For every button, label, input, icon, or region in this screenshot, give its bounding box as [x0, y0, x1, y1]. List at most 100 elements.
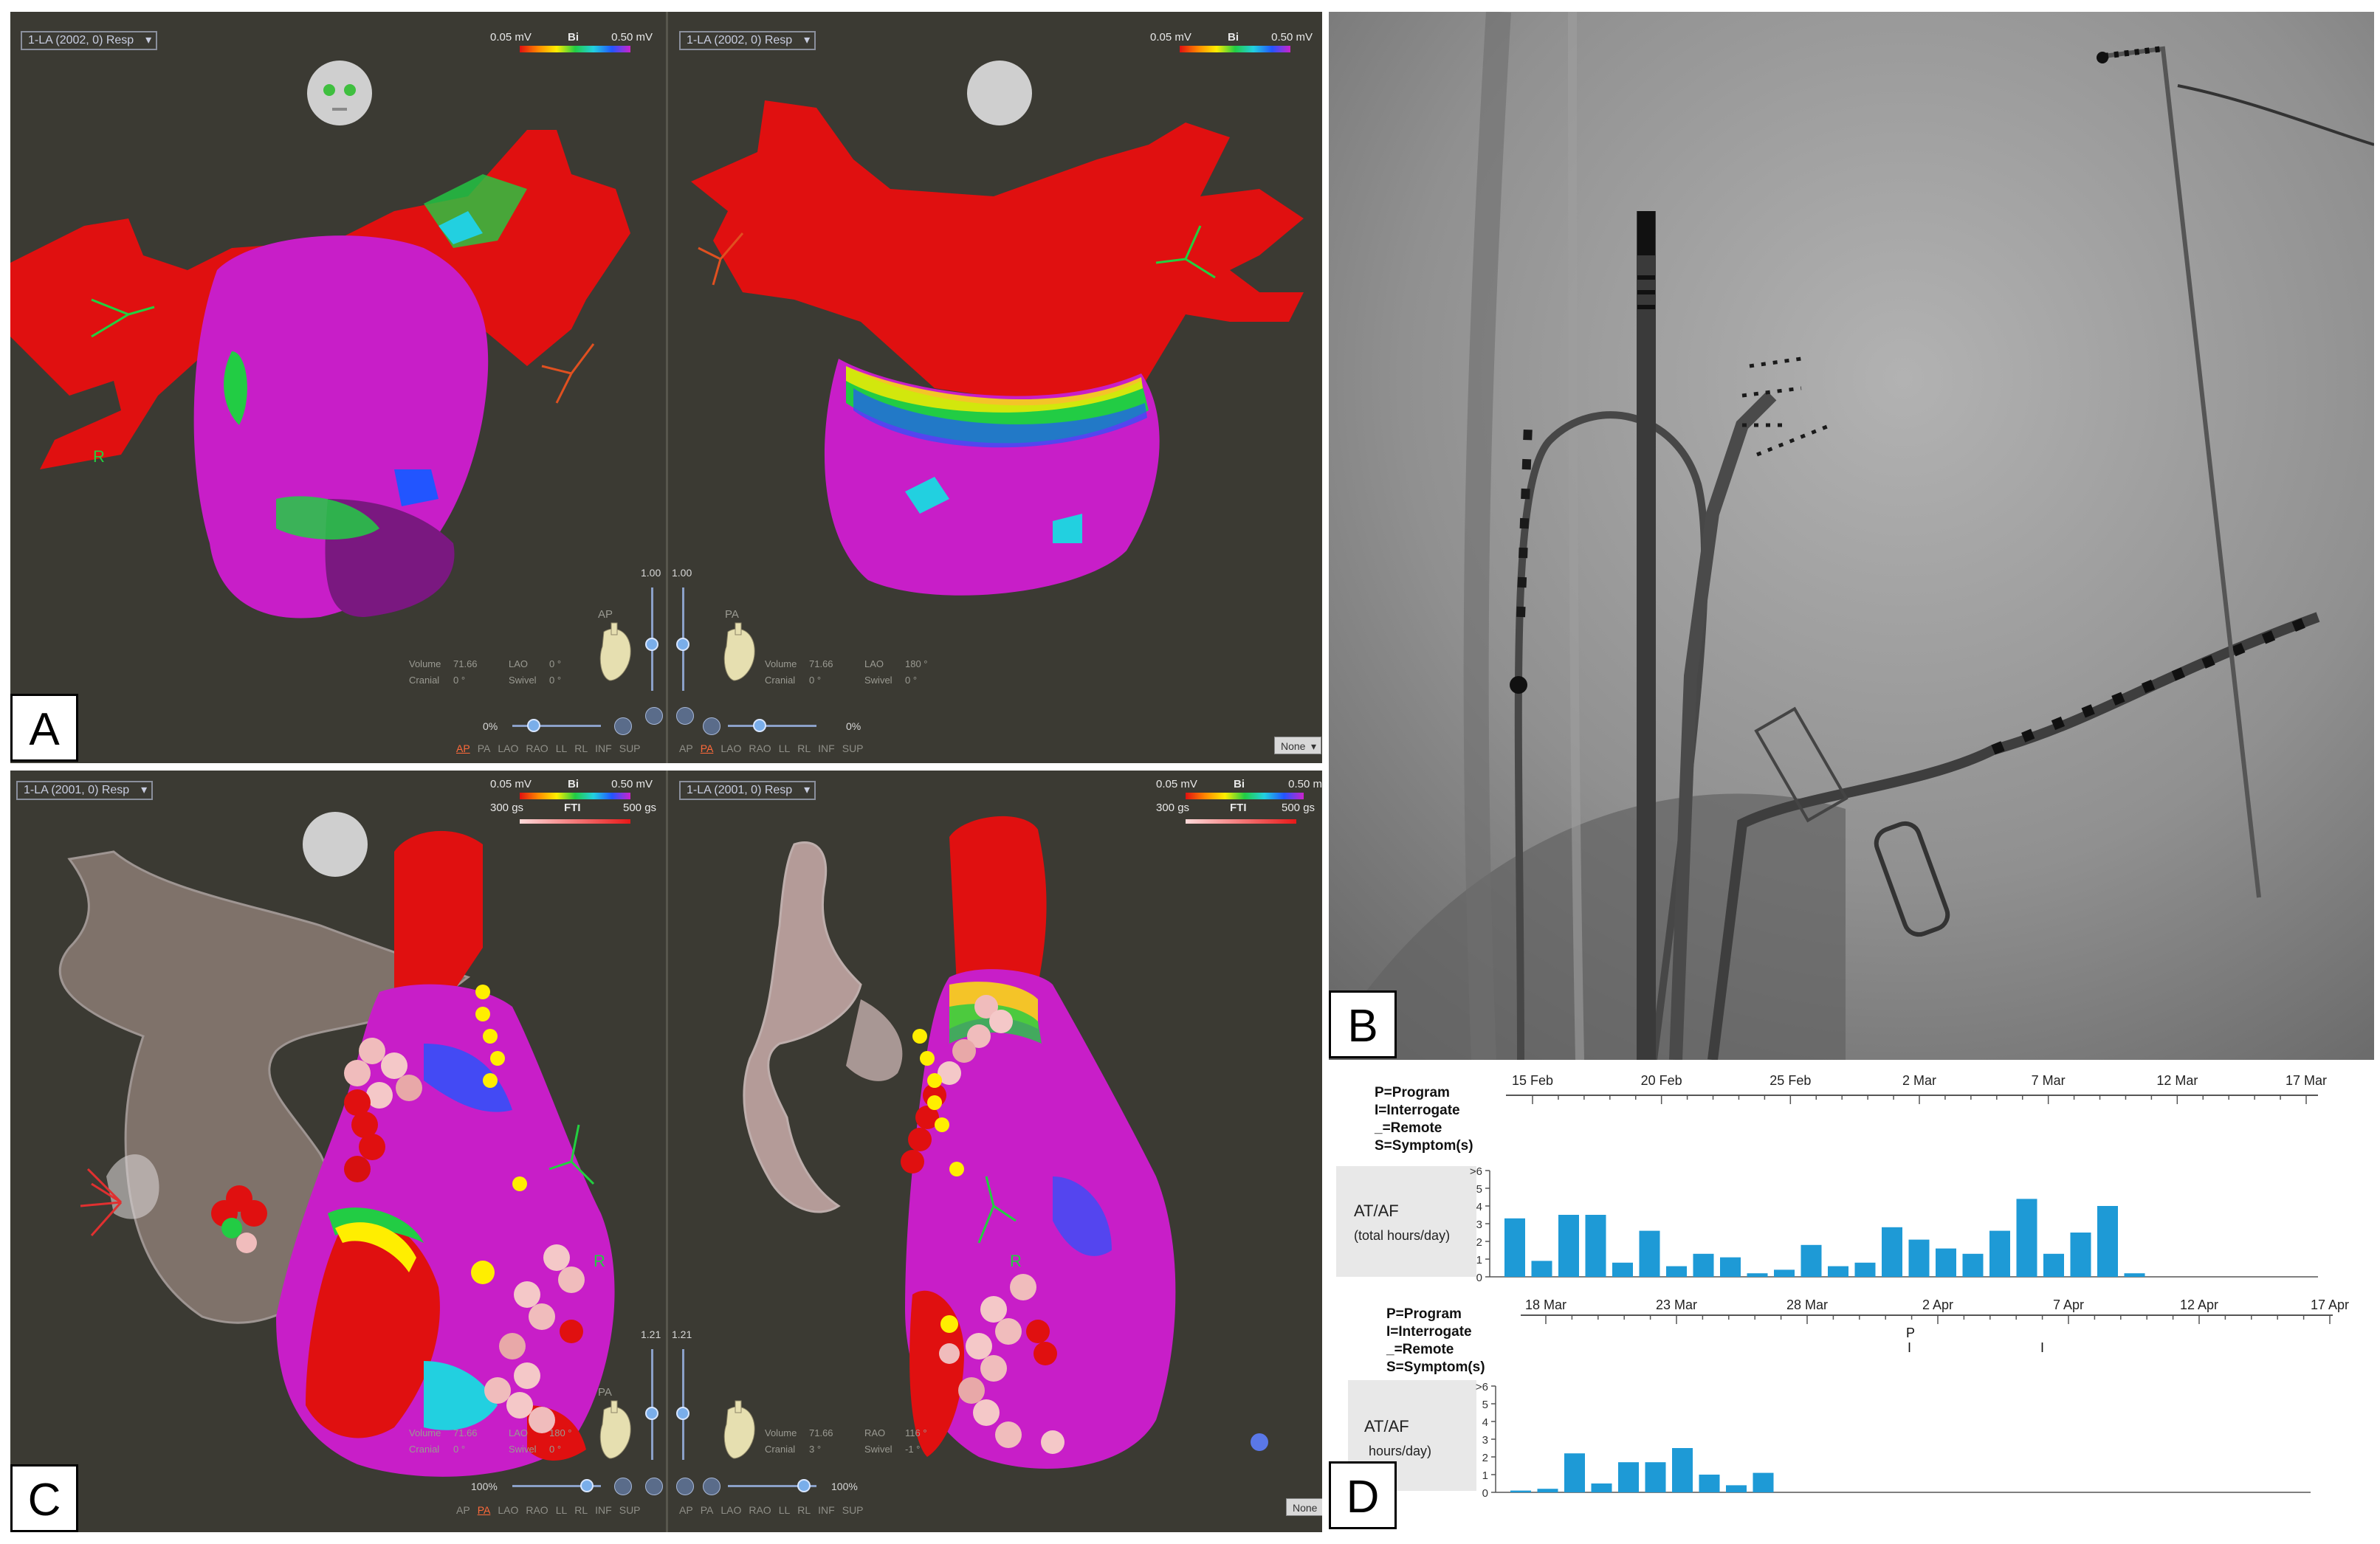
- view-btn-rao[interactable]: RAO: [526, 742, 548, 754]
- bar: [1645, 1462, 1666, 1492]
- view-btn-ll[interactable]: LL: [555, 1504, 568, 1516]
- top-date-axis: 15 Feb 20 Feb 25 Feb 2 Mar 7 Mar 12 Mar 17 Mar: [1512, 1073, 2327, 1104]
- none-dropdown[interactable]: None: [1286, 1498, 1322, 1516]
- rotate-button[interactable]: [645, 707, 663, 725]
- view-btn-lao[interactable]: LAO: [498, 742, 519, 754]
- view-btn-lao[interactable]: LAO: [720, 742, 742, 754]
- view-btn-ll[interactable]: LL: [778, 742, 791, 754]
- view-btn-rl[interactable]: RL: [574, 742, 588, 754]
- rotate-button[interactable]: [676, 1478, 694, 1495]
- fti-color-bar: [1186, 819, 1296, 824]
- transparency-slider-track[interactable]: [512, 1485, 601, 1487]
- volume-label: Volume: [765, 658, 797, 669]
- scale-max-label: 0.50 mV: [611, 31, 653, 44]
- view-btn-rao[interactable]: RAO: [749, 742, 771, 754]
- left-atrium-map-ap[interactable]: R: [10, 86, 664, 661]
- view-btn-lao[interactable]: LAO: [498, 1504, 519, 1516]
- view-buttons: AP PA LAO RAO LL RL INF SUP: [456, 1504, 648, 1516]
- side-marker-r: R: [1010, 1252, 1022, 1270]
- opacity-slider-knob[interactable]: [676, 1407, 689, 1420]
- panel-b: B: [1329, 12, 2374, 1060]
- marker-program: P: [1906, 1326, 1915, 1340]
- marker-interrogate-2: I: [2040, 1340, 2044, 1355]
- view-btn-inf[interactable]: INF: [818, 1504, 835, 1516]
- view-btn-ap[interactable]: AP: [679, 742, 693, 754]
- rotate-button[interactable]: [645, 1478, 663, 1495]
- transparency-slider-knob[interactable]: [580, 1479, 594, 1492]
- view-btn-sup[interactable]: SUP: [619, 1504, 641, 1516]
- transparency-slider-knob[interactable]: [753, 719, 766, 732]
- cranial-label: Cranial: [409, 675, 440, 686]
- view-btn-rl[interactable]: RL: [574, 1504, 588, 1516]
- view-divider: [666, 771, 668, 1532]
- transparency-slider-knob[interactable]: [797, 1479, 811, 1492]
- fti-color-bar: [520, 819, 630, 824]
- y-tick-label: 1: [1482, 1469, 1488, 1482]
- opacity-slider-track[interactable]: [682, 1349, 684, 1460]
- bar: [1747, 1273, 1768, 1277]
- fti-scale: 300 gs FTI 500 gs: [1156, 802, 1322, 831]
- opacity-slider-knob[interactable]: [645, 638, 658, 651]
- view-info-readout: Volume 71.66 LAO 180 ° Cranial 0 ° Swive…: [765, 657, 942, 689]
- scale-min-label: 0.05 mV: [1150, 31, 1191, 44]
- bar: [1774, 1269, 1795, 1277]
- legend-line-program: P=Program: [1386, 1306, 1462, 1322]
- map-selector-dropdown[interactable]: 1-LA (2001, 0) Resp: [679, 781, 816, 800]
- view-btn-pa[interactable]: PA: [700, 1504, 714, 1516]
- transparency-slider-track[interactable]: [728, 725, 816, 727]
- reset-view-button[interactable]: [614, 717, 632, 735]
- transparency-slider-track[interactable]: [512, 725, 601, 727]
- bar: [2016, 1199, 2037, 1277]
- left-atrium-ablation-map-pa[interactable]: R: [10, 800, 664, 1509]
- y-tick-label: 2: [1482, 1452, 1488, 1464]
- view-btn-ll[interactable]: LL: [555, 742, 568, 754]
- view-btn-sup[interactable]: SUP: [842, 1504, 864, 1516]
- view-btn-rl[interactable]: RL: [797, 742, 811, 754]
- map-selector-dropdown[interactable]: 1-LA (2002, 0) Resp: [679, 31, 816, 50]
- view-btn-ll[interactable]: LL: [778, 1504, 791, 1516]
- view-btn-rl[interactable]: RL: [797, 1504, 811, 1516]
- y-tick-label: 1: [1476, 1254, 1482, 1266]
- fti-max-label: 500 gs: [623, 802, 657, 814]
- view-btn-pa[interactable]: PA: [700, 742, 714, 754]
- transparency-slider-knob[interactable]: [527, 719, 540, 732]
- scale-min-label: 0.05 mV: [1156, 778, 1197, 790]
- view-btn-ap[interactable]: AP: [456, 742, 470, 754]
- opacity-slider-knob[interactable]: [645, 1407, 658, 1420]
- fti-min-label: 300 gs: [490, 802, 524, 814]
- view-btn-ap[interactable]: AP: [679, 1504, 693, 1516]
- left-atrium-ablation-map-rao[interactable]: R: [669, 793, 1322, 1501]
- view-btn-inf[interactable]: INF: [595, 1504, 612, 1516]
- map-selector-dropdown[interactable]: 1-LA (2002, 0) Resp: [21, 31, 158, 50]
- date-tick-label: 17 Apr: [2311, 1297, 2349, 1312]
- cranial-value: 0 °: [453, 1444, 466, 1455]
- rotate-button[interactable]: [676, 707, 694, 725]
- reset-view-button[interactable]: [703, 717, 720, 735]
- date-tick-label: 28 Mar: [1786, 1297, 1828, 1312]
- bar: [1828, 1266, 1848, 1277]
- none-dropdown[interactable]: None: [1274, 737, 1321, 755]
- swivel-value: -1 °: [905, 1444, 921, 1455]
- reset-view-button[interactable]: [614, 1478, 632, 1495]
- map-selector-dropdown[interactable]: 1-LA (2001, 0) Resp: [16, 781, 154, 800]
- view-btn-sup[interactable]: SUP: [619, 742, 641, 754]
- opacity-value: 1.00: [672, 567, 692, 579]
- view-btn-pa[interactable]: PA: [477, 1504, 491, 1516]
- legend-line-symptoms: S=Symptom(s): [1375, 1138, 1473, 1154]
- view-btn-rao[interactable]: RAO: [749, 1504, 771, 1516]
- reset-view-button[interactable]: [703, 1478, 720, 1495]
- view-btn-ap[interactable]: AP: [456, 1504, 470, 1516]
- transparency-slider-track[interactable]: [728, 1485, 816, 1487]
- device-report-charts: P=Program I=Interrogate _=Remote S=Sympt…: [1336, 1073, 2349, 1500]
- view-btn-inf[interactable]: INF: [818, 742, 835, 754]
- opacity-slider-track[interactable]: [651, 1349, 653, 1460]
- view-btn-inf[interactable]: INF: [595, 742, 612, 754]
- view-btn-sup[interactable]: SUP: [842, 742, 864, 754]
- swivel-label: Swivel: [864, 675, 892, 686]
- head-orientation-icon: [967, 61, 1032, 125]
- view-btn-pa[interactable]: PA: [477, 742, 491, 754]
- left-atrium-map-pa[interactable]: [669, 78, 1322, 654]
- opacity-slider-knob[interactable]: [676, 638, 689, 651]
- view-btn-rao[interactable]: RAO: [526, 1504, 548, 1516]
- view-btn-lao[interactable]: LAO: [720, 1504, 742, 1516]
